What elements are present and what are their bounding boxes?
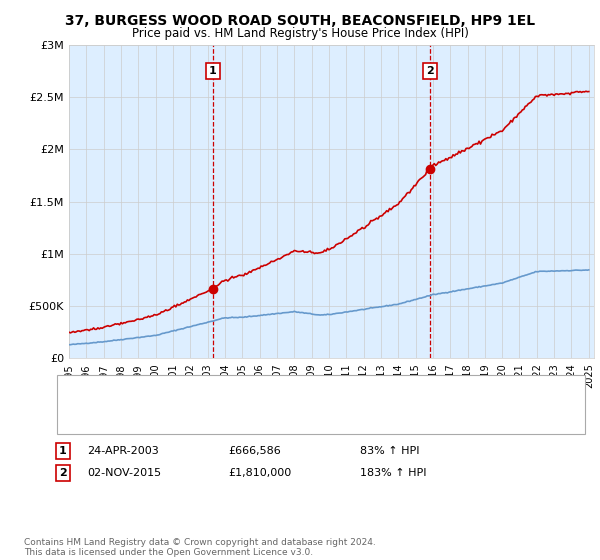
Text: 183% ↑ HPI: 183% ↑ HPI xyxy=(360,468,427,478)
Text: ——: —— xyxy=(66,410,94,424)
Text: 83% ↑ HPI: 83% ↑ HPI xyxy=(360,446,419,456)
Text: 2: 2 xyxy=(426,66,434,76)
Text: 1: 1 xyxy=(59,446,67,456)
Text: £666,586: £666,586 xyxy=(228,446,281,456)
Text: Contains HM Land Registry data © Crown copyright and database right 2024.
This d: Contains HM Land Registry data © Crown c… xyxy=(24,538,376,557)
Text: 24-APR-2003: 24-APR-2003 xyxy=(87,446,159,456)
Text: 1: 1 xyxy=(209,66,217,76)
Text: £1,810,000: £1,810,000 xyxy=(228,468,291,478)
Text: HPI: Average price, detached house, Buckinghamshire: HPI: Average price, detached house, Buck… xyxy=(96,413,380,423)
Text: Price paid vs. HM Land Registry's House Price Index (HPI): Price paid vs. HM Land Registry's House … xyxy=(131,27,469,40)
Text: 2: 2 xyxy=(59,468,67,478)
Text: ——: —— xyxy=(66,385,94,399)
Text: 37, BURGESS WOOD ROAD SOUTH, BEACONSFIELD, HP9 1EL: 37, BURGESS WOOD ROAD SOUTH, BEACONSFIEL… xyxy=(65,14,535,28)
Text: 37, BURGESS WOOD ROAD SOUTH, BEACONSFIELD, HP9 1EL (detached house): 37, BURGESS WOOD ROAD SOUTH, BEACONSFIEL… xyxy=(96,386,508,396)
Text: 02-NOV-2015: 02-NOV-2015 xyxy=(87,468,161,478)
